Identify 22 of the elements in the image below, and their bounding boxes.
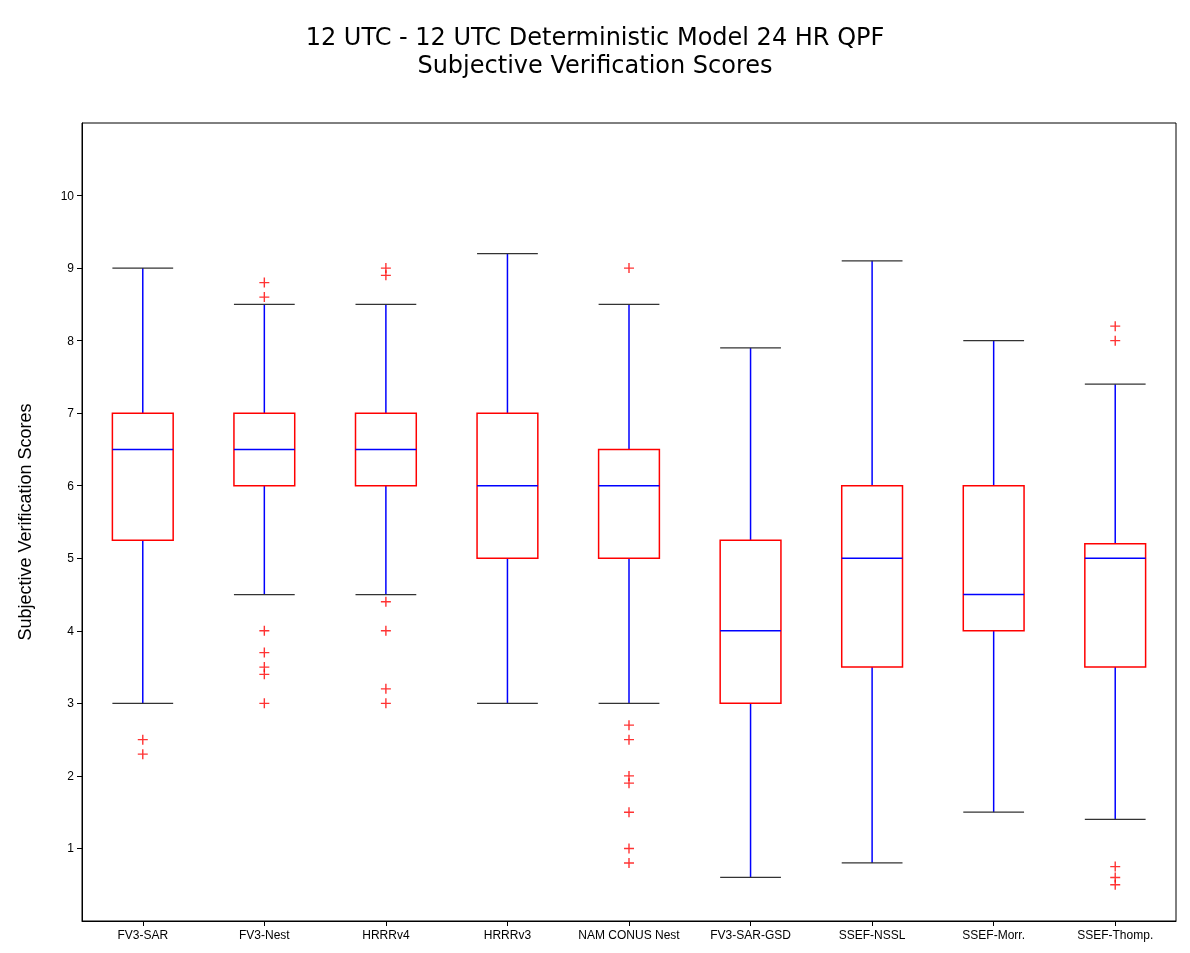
x-tick-label: SSEF-Thomp. [1077,928,1154,942]
x-tick-label: SSEF-NSSL [838,928,906,942]
y-tick-label: 10 [60,188,75,203]
x-tick-label: NAM CONUS Nest [578,928,681,942]
y-tick-label: 8 [67,333,75,348]
y-tick-label: 3 [67,696,75,711]
y-tick-label: 1 [67,841,75,856]
x-tick-label: HRRRv4 [362,928,410,942]
y-tick-label: 6 [67,478,75,493]
chart-subtitle: Subjective Verification Scores [417,51,773,79]
x-tick-label: FV3-SAR [117,928,169,942]
y-tick-label: 9 [67,261,75,276]
y-tick-label: 7 [67,406,75,421]
y-tick-label: 2 [67,768,75,783]
x-tick-label: SSEF-Morr. [962,928,1025,942]
y-tick-label: 4 [67,623,75,638]
x-tick-label: FV3-SAR-GSD [710,928,792,942]
x-tick-label: FV3-Nest [238,928,291,942]
y-tick-label: 5 [67,551,75,566]
chart-title: 12 UTC - 12 UTC Deterministic Model 24 HR QPF [305,23,885,51]
x-tick-label: HRRRv3 [483,928,532,942]
y-axis-title: Subjective Verification Scores [15,403,35,641]
